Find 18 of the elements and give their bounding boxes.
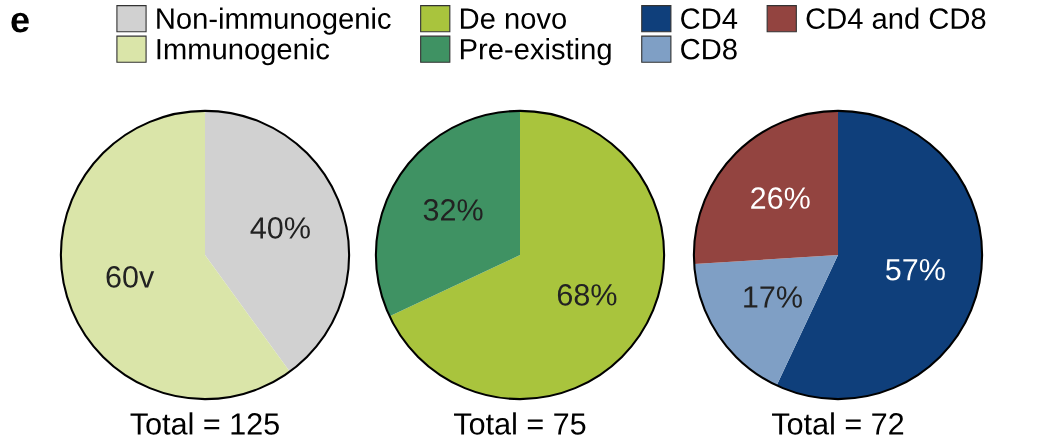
text: Total = 75 — [454, 412, 586, 435]
data-label: 26% — [751, 187, 810, 209]
data-label: 40% — [250, 217, 310, 239]
legend-label: Immunogenic — [157, 38, 330, 66]
data-label: 57% — [886, 258, 945, 281]
data-label: 60v — [106, 266, 155, 288]
data-label: 32% — [423, 199, 483, 221]
data-label: 17% — [744, 286, 802, 308]
legend-label: De novo — [460, 8, 566, 29]
text: Total = 125 — [130, 412, 279, 435]
data-label: 68% — [557, 284, 617, 306]
text: Total = 72 — [772, 412, 904, 435]
legend-label: Non-immunogenic — [157, 7, 391, 35]
legend-label: CD8 — [681, 38, 737, 60]
legend-label: CD4 and CD8 — [806, 7, 986, 29]
text: e — [11, 12, 29, 33]
legend-label: Pre-existing — [460, 38, 611, 66]
legend-label: CD4 — [681, 8, 738, 29]
